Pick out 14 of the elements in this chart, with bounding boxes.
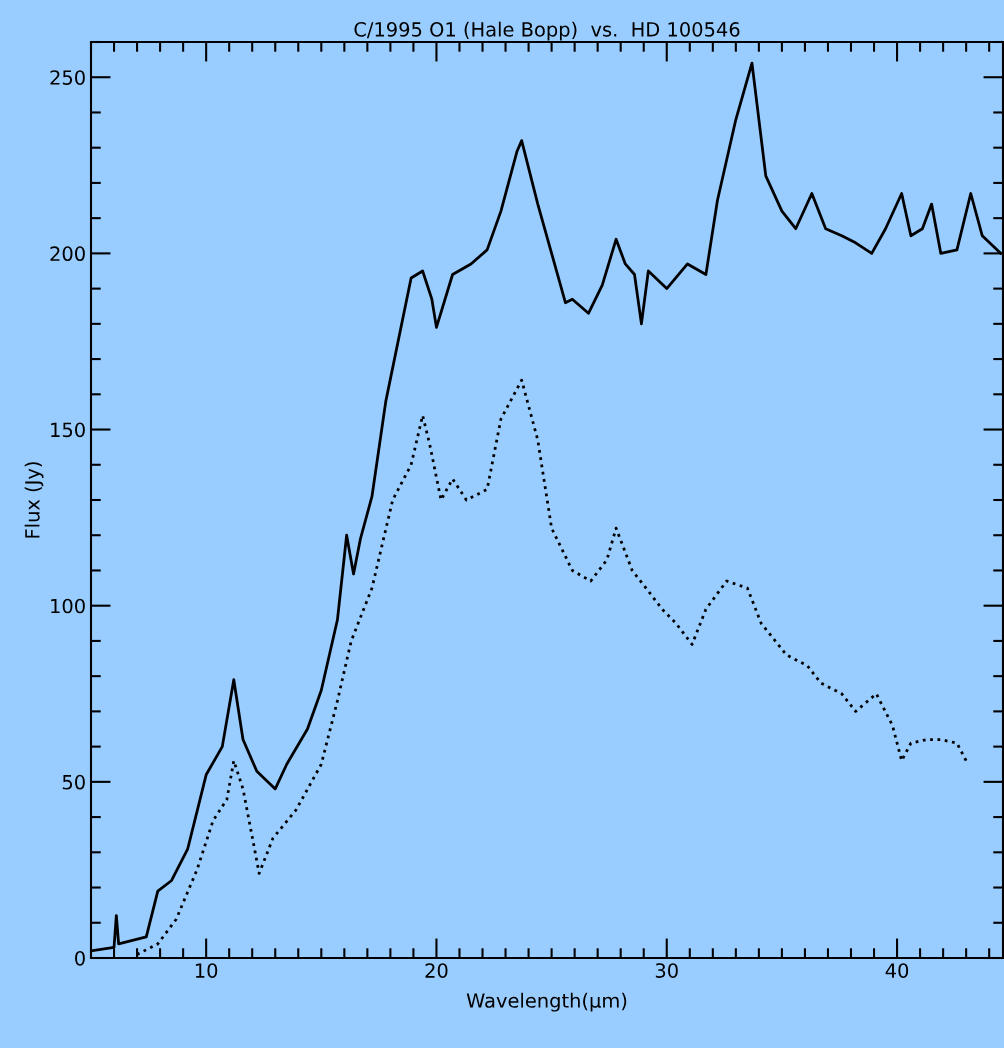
x-tick-label: 10	[195, 963, 218, 978]
y-tick-label: 100	[51, 598, 85, 614]
y-tick-label: 150	[51, 422, 85, 438]
line-series	[135, 378, 968, 956]
y-tick-label: 50	[62, 774, 85, 790]
x-tick-label: 30	[655, 963, 678, 978]
chart-title: C/1995 O1 (Hale Bopp) vs. HD 100546	[354, 21, 740, 41]
y-tick-label: 250	[50, 70, 85, 85]
y-axis-title: Flux (Jy)	[24, 462, 44, 538]
x-tick-label: 40	[885, 963, 909, 978]
x-axis-title: Wavelength(μm)	[466, 992, 627, 1012]
y-tick-label: 200	[50, 246, 85, 262]
y-tick-label: 0	[75, 950, 85, 966]
x-tick-label: 20	[425, 963, 448, 978]
